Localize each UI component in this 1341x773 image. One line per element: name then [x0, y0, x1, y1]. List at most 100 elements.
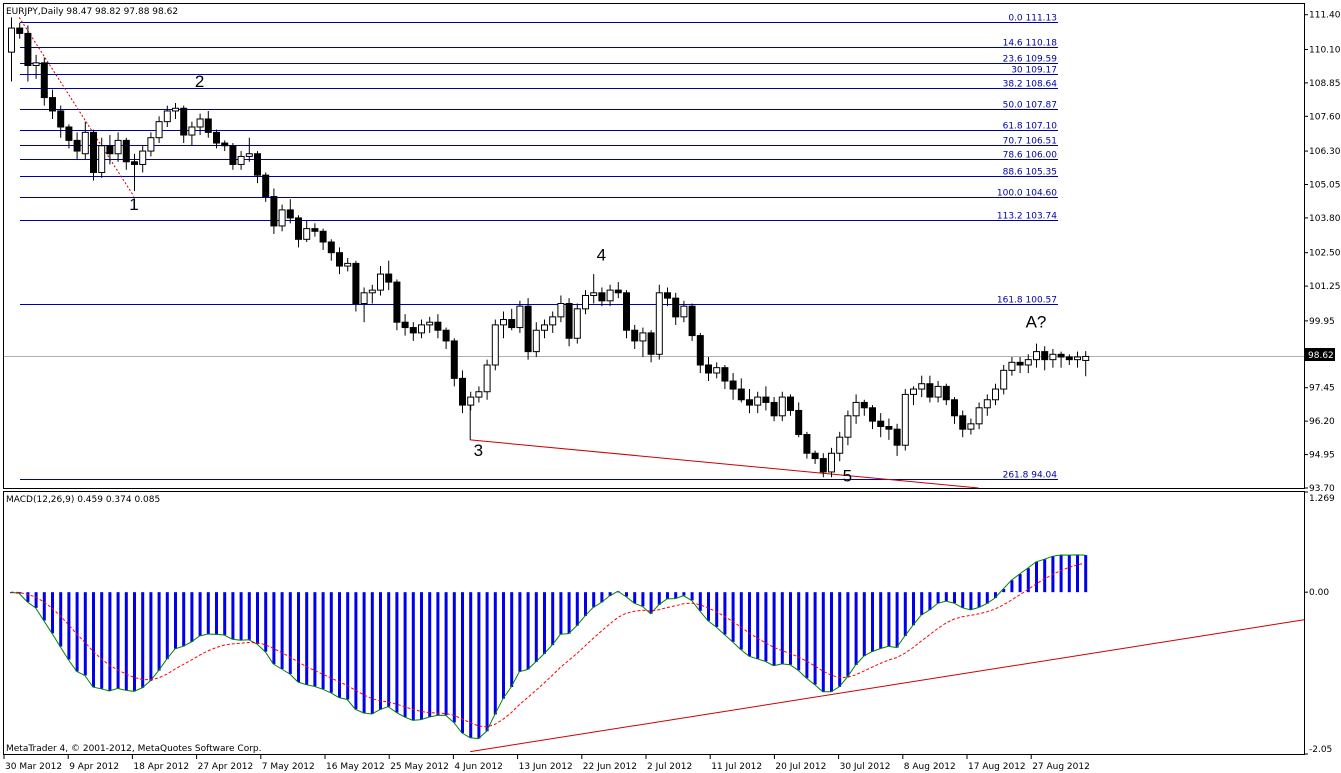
macd-bar [411, 592, 415, 721]
candle [1008, 361, 1016, 371]
macd-bar [772, 592, 776, 666]
candle [910, 388, 917, 395]
x-tick-label: 9 Apr 2012 [69, 762, 119, 772]
macd-bar [805, 592, 809, 679]
fib-label: 38.2 108.64 [1003, 80, 1058, 90]
macd-bar [477, 592, 481, 739]
candle [860, 401, 868, 409]
candle [98, 145, 106, 173]
macd-bar [977, 592, 981, 608]
macd-bar [485, 592, 489, 732]
price-panel [3, 3, 1305, 489]
candle [418, 324, 425, 334]
candle [573, 308, 581, 339]
macd-bar [928, 592, 932, 611]
fib-label: 78.6 106.00 [1003, 151, 1058, 161]
candle [229, 145, 237, 165]
candle [836, 436, 844, 454]
macd-bar [953, 592, 956, 604]
macd-bar [797, 592, 801, 671]
candle [770, 401, 778, 417]
candle [1000, 369, 1008, 390]
macd-bar [239, 592, 243, 641]
candle [549, 316, 557, 326]
macd-bar [403, 592, 407, 718]
macd-bar [936, 592, 940, 604]
candle [393, 281, 401, 323]
candle [352, 262, 360, 304]
price-y-tick-label: 111.40 [1309, 11, 1341, 21]
macd-bar [1035, 561, 1038, 593]
x-tick-label: 8 Aug 2012 [904, 762, 956, 772]
macd-bar [584, 592, 587, 616]
macd-bar [903, 592, 907, 637]
candle [655, 292, 663, 355]
candle [360, 292, 368, 304]
fib-label: 30 109.17 [1011, 66, 1057, 76]
macd-bar [387, 592, 391, 707]
candle [893, 428, 901, 446]
candle [672, 297, 680, 318]
candle [926, 383, 934, 398]
signal-line [10, 562, 1086, 728]
macd-bar [231, 592, 235, 640]
candle [901, 393, 909, 446]
candle [467, 396, 475, 406]
macd-bar [436, 592, 440, 716]
candle [483, 364, 491, 393]
macd-bar [379, 592, 382, 710]
macd-y-tick-label: 0.00 [1309, 588, 1329, 598]
candle [508, 319, 516, 329]
macd-bar [698, 592, 702, 611]
candle [368, 289, 376, 294]
fib-label: 14.6 110.18 [1003, 39, 1058, 49]
wave-label: 5 [843, 466, 852, 485]
macd-bar [370, 592, 374, 715]
candle [844, 415, 852, 438]
x-tick-label: 30 Jul 2012 [840, 762, 891, 772]
candle [1049, 353, 1057, 361]
macd-bar [526, 592, 530, 670]
axes: 111.40 110.10 108.85 107.60 106.30 105.05 103.… [3, 11, 1341, 772]
candle [401, 321, 409, 329]
price-y-tick-label: 102.50 [1309, 249, 1341, 259]
candle [828, 452, 835, 473]
candle [122, 139, 130, 163]
candle [877, 420, 885, 427]
candle [623, 292, 630, 331]
macd-bar [461, 592, 464, 734]
macd-bar [567, 592, 571, 634]
price-y-tick-label: 96.20 [1309, 417, 1335, 427]
macd-bar [157, 592, 161, 671]
macd-bar [1010, 580, 1014, 593]
x-tick-label: 30 Mar 2012 [5, 762, 62, 772]
macd-bar [428, 592, 432, 717]
x-tick-label: 25 May 2012 [390, 762, 449, 772]
macd-bar [789, 592, 792, 665]
candle [934, 385, 942, 398]
macd-bar [223, 592, 227, 635]
candle [16, 27, 24, 34]
x-tick-label: 18 Apr 2012 [133, 762, 189, 772]
macd-line [10, 554, 1086, 740]
candle [696, 335, 704, 366]
macd-bar [444, 592, 448, 716]
macd-bar [690, 592, 694, 601]
price-y-tick-label: 103.80 [1309, 214, 1341, 224]
wave-label: 1 [129, 195, 138, 214]
x-tick-label: 2 Jul 2012 [647, 762, 692, 772]
candle [869, 407, 876, 422]
candle [32, 62, 40, 67]
macd-bar [420, 592, 423, 720]
candle [647, 332, 655, 355]
macd-bar [887, 592, 891, 647]
candle [631, 329, 639, 342]
macd-y-tick-label: -2.05 [1309, 745, 1332, 755]
candle [377, 273, 384, 291]
price-y-tick-label: 110.10 [1309, 45, 1341, 55]
macd-bar [633, 592, 637, 604]
macd-bar [862, 592, 866, 657]
candle [746, 399, 753, 406]
candle [213, 131, 220, 144]
candle [541, 324, 548, 331]
